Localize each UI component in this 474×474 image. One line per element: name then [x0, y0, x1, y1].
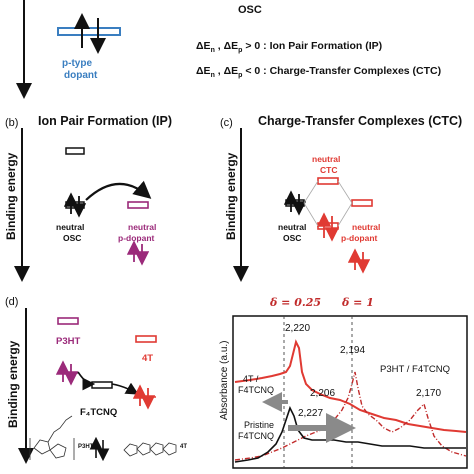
panel-b-dopant-line1: neutral — [128, 222, 157, 232]
ctc-condition-rule: ΔEn , ΔEp < 0 : Charge-Transfer Complexe… — [196, 65, 441, 79]
spectrum-inset — [232, 315, 468, 469]
dopant-label-line2: dopant — [64, 70, 98, 81]
spectrum-frame — [232, 315, 468, 469]
panel-c-title: Charge-Transfer Complexes (CTC) — [258, 114, 463, 128]
4t-series-label-line1: 4T / — [243, 374, 259, 384]
ip-rule-prefix: ΔE — [196, 40, 211, 52]
panel-c-osc-line2: OSC — [283, 233, 302, 243]
panel-c-dopant-line1: neutral — [352, 222, 381, 232]
ip-rule-n: n — [210, 47, 215, 55]
panel-b-axis-label: Binding energy — [4, 152, 18, 240]
pristine-series-label-line1: Pristine — [244, 420, 275, 430]
panel-c-ctc-line2: CTC — [320, 165, 338, 175]
peak-label-2170: 2,170 — [416, 388, 442, 399]
peak-label-2227: 2,227 — [298, 408, 324, 419]
panel-c-ctc-line1: neutral — [312, 154, 341, 164]
dopant-lumo-level-c — [351, 199, 373, 207]
panel-b-osc-line1: neutral — [56, 222, 85, 232]
mix-line-3 — [337, 180, 353, 204]
panel-d-label: (d) — [5, 296, 19, 308]
osc-lumo-level — [65, 147, 85, 155]
mol-p3ht-label: P3HT — [78, 444, 94, 450]
4t-series-label-line2: F4TCNQ — [238, 385, 274, 395]
p3ht-transfer-arrow — [77, 371, 96, 391]
p3ht-series-label: P3HT / F4TCNQ — [380, 364, 451, 375]
pristine-series-label-line2: F4TCNQ — [238, 431, 274, 441]
mix-line-2 — [303, 202, 319, 227]
mol-4t-label: 4T — [180, 444, 188, 450]
ctc-rule-text: < 0 : Charge-Transfer Complexes (CTC) — [242, 65, 442, 77]
panel-a-graphics — [16, 0, 121, 99]
osc-homo-level — [65, 201, 85, 209]
ctc-rule-sep: , ΔE — [214, 65, 239, 77]
ctc-rule-p: p — [238, 72, 243, 80]
peak-label-2206: 2,206 — [310, 388, 336, 399]
ip-rule-text: > 0 : Ion Pair Formation (IP) — [242, 40, 383, 52]
panel-b-graphics — [14, 128, 152, 282]
4t-transfer-arrow — [111, 382, 139, 395]
delta-1-label: δ = 1 — [342, 296, 374, 309]
ctc-antibonding-level — [317, 177, 339, 185]
ip-rule-p: p — [238, 47, 243, 55]
pristine-f4tcnq-spectrum-line — [234, 405, 466, 463]
p3ht-f4tcnq-spectrum-line — [234, 371, 467, 461]
dopant-lumo-level — [127, 201, 149, 209]
4t-structure-sketch — [123, 442, 177, 457]
panel-d-axis-label: Binding energy — [6, 340, 20, 428]
panel-b-label: (b) — [5, 117, 19, 129]
panel-d-graphics — [18, 308, 177, 464]
panel-c-dopant-line2: p-dopant — [341, 233, 378, 243]
p3ht-label: P3HT — [56, 336, 81, 347]
mix-line-1 — [303, 180, 319, 204]
4t-f4tcnq-spectrum-line — [234, 339, 467, 433]
electron-transfer-arrow — [85, 180, 152, 201]
peak-label-2220: 2,220 — [285, 323, 311, 334]
dopant-label-line1: p-type — [62, 58, 92, 69]
panel-b-title: Ion Pair Formation (IP) — [38, 114, 173, 128]
f4tcnq-label: F₄TCNQ — [80, 407, 118, 418]
panel-c-osc-line1: neutral — [278, 222, 307, 232]
ctc-bonding-level — [317, 222, 339, 230]
f4tcnq-lumo-level — [91, 381, 113, 389]
panel-b-dopant-line2: p-dopant — [118, 233, 155, 243]
panel-c-graphics — [233, 128, 373, 282]
osc-homo-level-c — [285, 199, 305, 207]
osc-label: OSC — [238, 4, 262, 16]
ip-condition-rule: ΔEn , ΔEp > 0 : Ion Pair Formation (IP) — [196, 40, 382, 54]
spectrum-y-axis-label: Absorbance (a.u.) — [219, 340, 230, 421]
ctc-rule-n: n — [210, 72, 215, 80]
ctc-rule-prefix: ΔE — [196, 65, 211, 77]
4t-label: 4T — [142, 353, 154, 364]
p3ht-structure-sketch — [29, 415, 75, 460]
peak-label-2194: 2,194 — [340, 345, 366, 356]
mix-line-4 — [337, 202, 353, 227]
panel-c-label: (c) — [220, 117, 233, 129]
panel-c-axis-label: Binding energy — [224, 152, 238, 240]
p3ht-lumo-level — [57, 317, 79, 325]
ip-rule-sep: , ΔE — [214, 40, 239, 52]
dopant-level-box — [57, 27, 121, 36]
delta-025-label: δ = 0.25 — [270, 296, 322, 309]
panel-b-osc-line2: OSC — [63, 233, 82, 243]
4t-lumo-level — [135, 335, 157, 343]
